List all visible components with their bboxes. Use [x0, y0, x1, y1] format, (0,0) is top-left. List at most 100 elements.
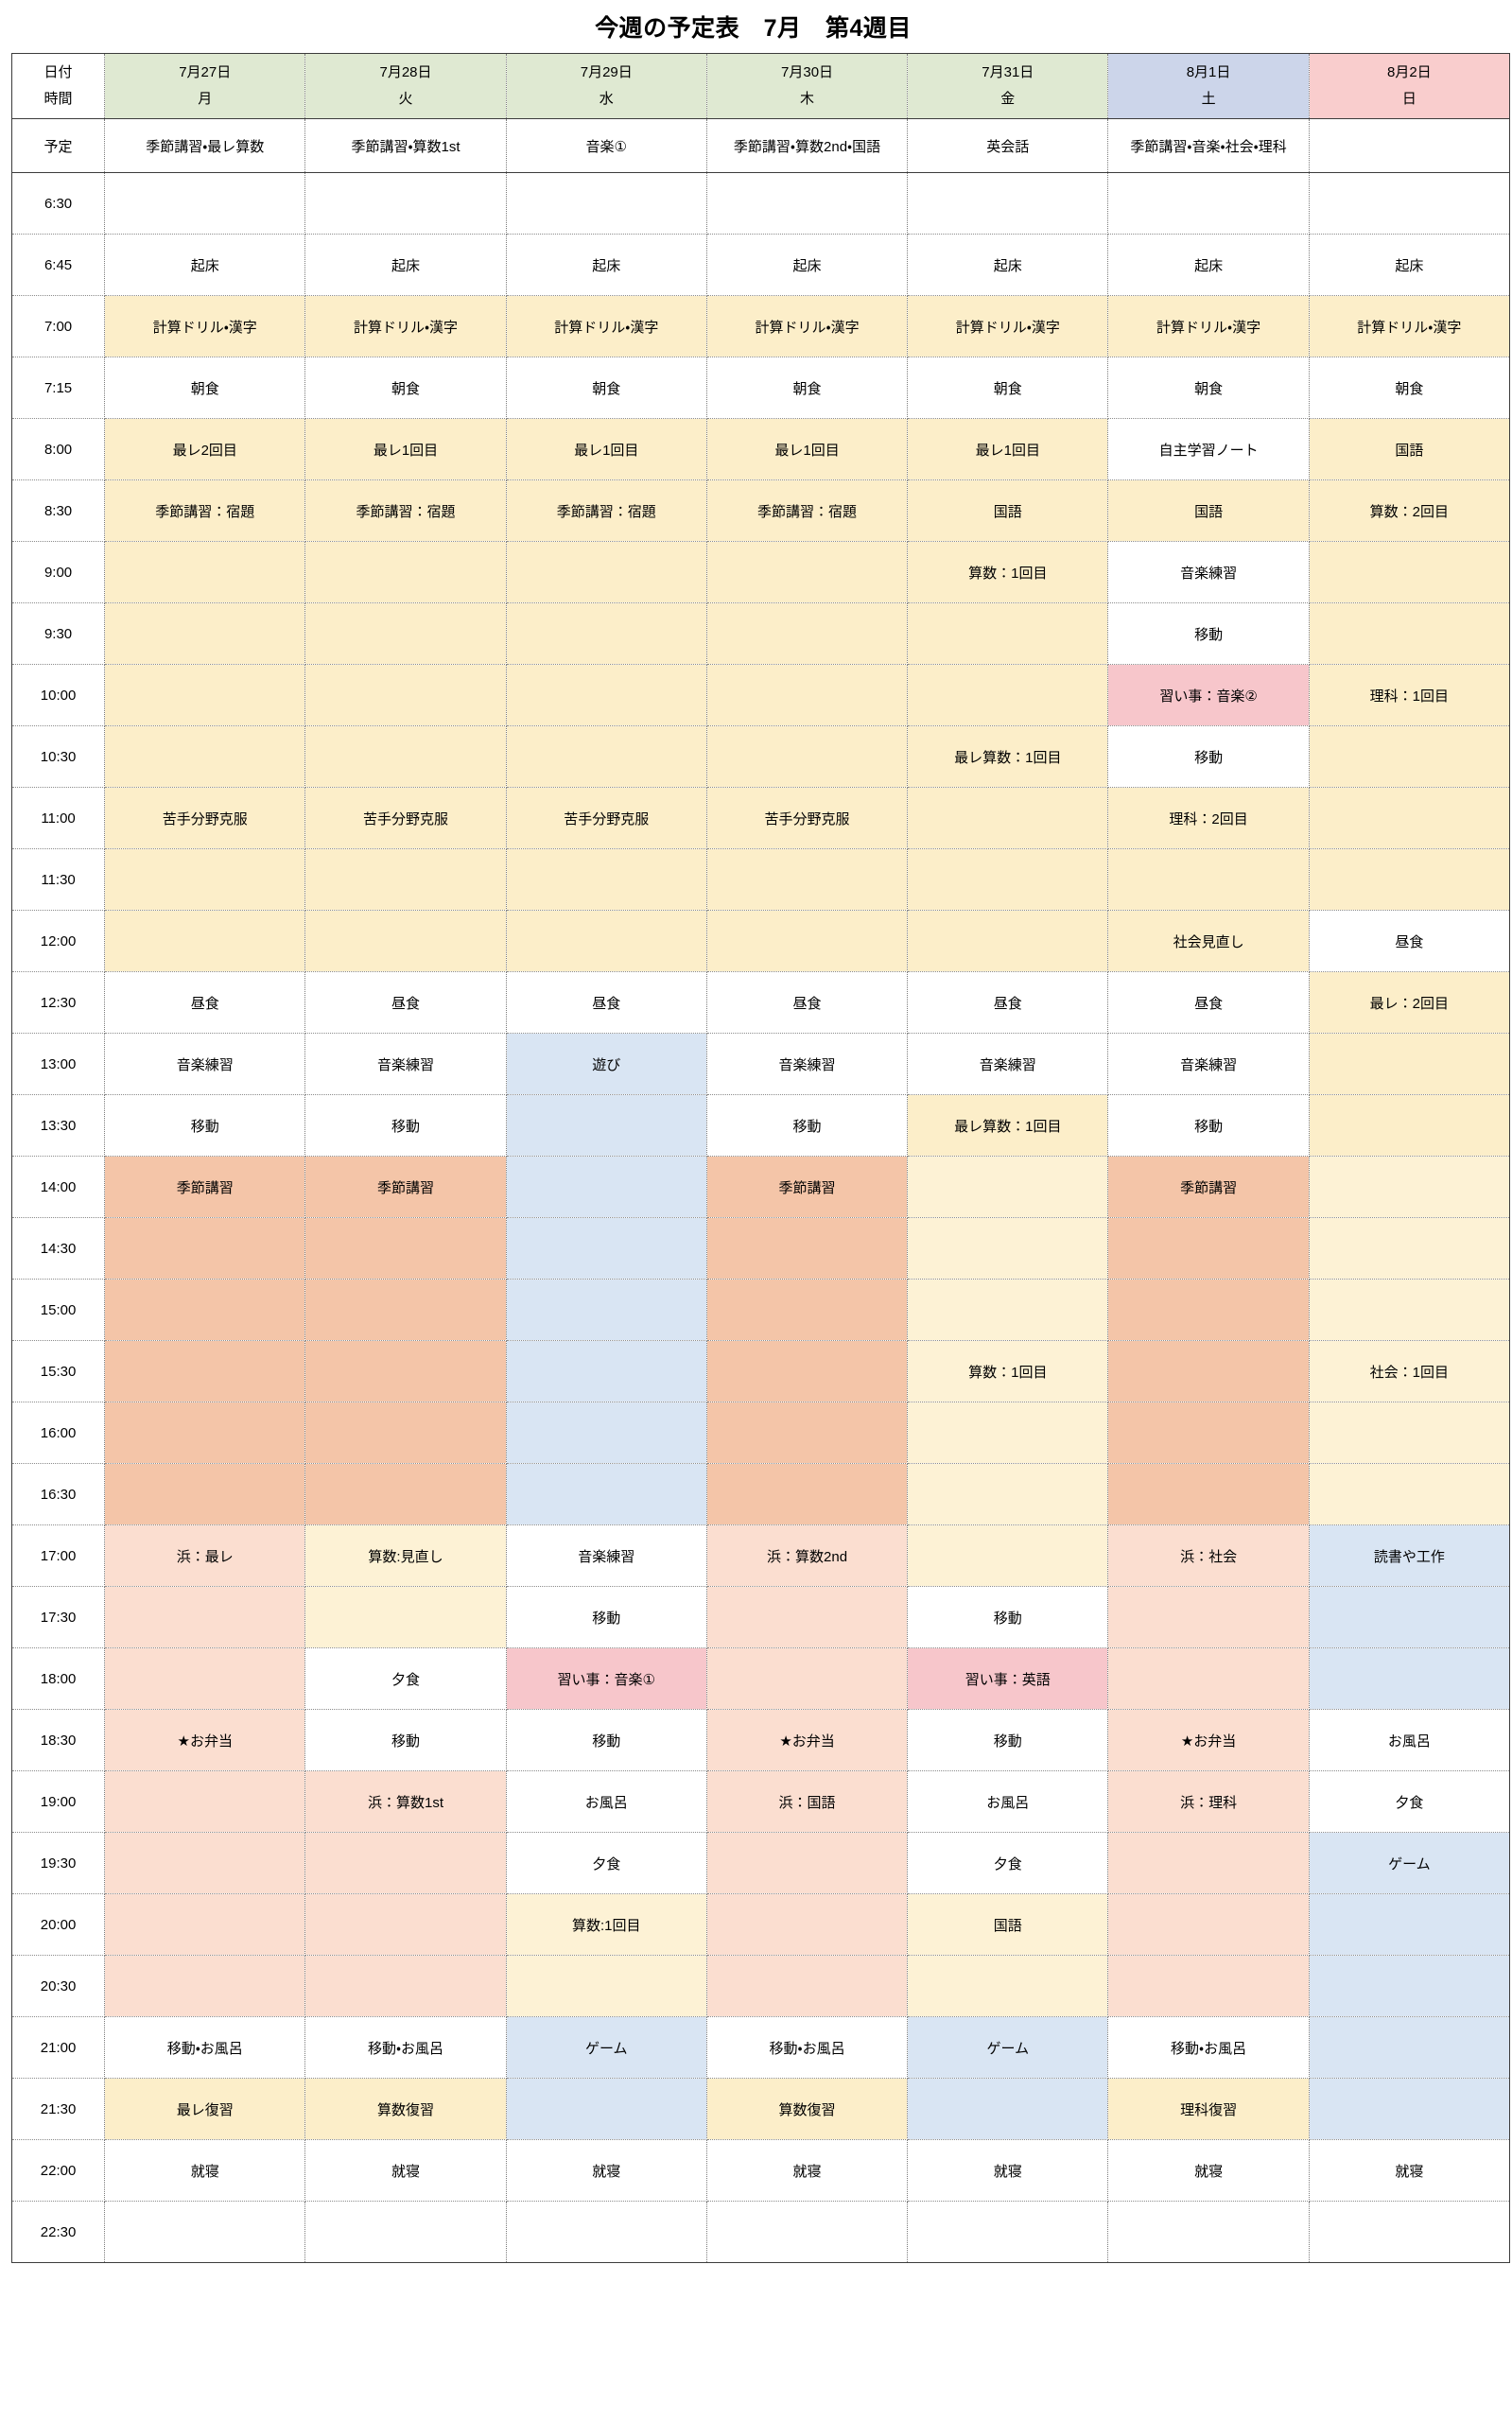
- schedule-cell-r29-c3[interactable]: 算数:1回目: [505, 1893, 707, 1956]
- schedule-cell-r3-c4[interactable]: 計算ドリル・漢字: [705, 295, 909, 357]
- schedule-cell-r17-c1[interactable]: 季節講習: [104, 1156, 306, 1218]
- schedule-cell-r9-c3[interactable]: [505, 664, 707, 726]
- schedule-cell-r13-c5[interactable]: [907, 910, 1109, 972]
- schedule-cell-r25-c1[interactable]: [104, 1647, 306, 1710]
- schedule-cell-r20-c6[interactable]: [1107, 1340, 1310, 1402]
- schedule-cell-r31-c4[interactable]: 移動・お風呂: [705, 2016, 909, 2079]
- schedule-cell-r31-c1[interactable]: 移動・お風呂: [104, 2016, 306, 2079]
- schedule-cell-r22-c1[interactable]: [104, 1463, 306, 1525]
- schedule-cell-r26-c7[interactable]: お風呂: [1308, 1709, 1511, 1771]
- schedule-cell-r34-c7[interactable]: [1308, 2201, 1511, 2263]
- schedule-cell-r18-c2[interactable]: [304, 1217, 507, 1280]
- schedule-cell-r27-c5[interactable]: お風呂: [907, 1770, 1109, 1833]
- schedule-cell-r19-c2[interactable]: [304, 1279, 507, 1341]
- schedule-cell-r15-c5[interactable]: 音楽練習: [907, 1033, 1109, 1095]
- schedule-cell-r13-c2[interactable]: [304, 910, 507, 972]
- schedule-cell-r15-c7[interactable]: [1308, 1033, 1511, 1095]
- schedule-cell-r29-c7[interactable]: [1308, 1893, 1511, 1956]
- schedule-cell-r31-c7[interactable]: [1308, 2016, 1511, 2079]
- schedule-cell-r23-c2[interactable]: 算数:見直し: [304, 1524, 507, 1587]
- schedule-cell-r23-c6[interactable]: 浜：社会: [1107, 1524, 1310, 1587]
- schedule-cell-r27-c6[interactable]: 浜：理科: [1107, 1770, 1310, 1833]
- schedule-cell-r32-c4[interactable]: 算数復習: [705, 2078, 909, 2140]
- schedule-cell-r12-c3[interactable]: [505, 848, 707, 911]
- schedule-cell-r29-c4[interactable]: [705, 1893, 909, 1956]
- schedule-cell-r20-c7[interactable]: 社会：1回目: [1308, 1340, 1511, 1402]
- schedule-cell-r6-c5[interactable]: 国語: [907, 479, 1109, 542]
- schedule-cell-r23-c1[interactable]: 浜：最レ: [104, 1524, 306, 1587]
- schedule-cell-r7-c2[interactable]: [304, 541, 507, 603]
- schedule-cell-r14-c5[interactable]: 昼食: [907, 971, 1109, 1034]
- schedule-cell-r23-c5[interactable]: [907, 1524, 1109, 1587]
- schedule-cell-r30-c5[interactable]: [907, 1955, 1109, 2017]
- schedule-cell-r32-c1[interactable]: 最レ復習: [104, 2078, 306, 2140]
- schedule-cell-r29-c1[interactable]: [104, 1893, 306, 1956]
- schedule-cell-r18-c4[interactable]: [705, 1217, 909, 1280]
- schedule-cell-r24-c1[interactable]: [104, 1586, 306, 1648]
- schedule-cell-r25-c2[interactable]: 夕食: [304, 1647, 507, 1710]
- schedule-cell-r29-c5[interactable]: 国語: [907, 1893, 1109, 1956]
- schedule-cell-r13-c4[interactable]: [705, 910, 909, 972]
- schedule-cell-r33-c2[interactable]: 就寝: [304, 2139, 507, 2202]
- schedule-cell-r27-c1[interactable]: [104, 1770, 306, 1833]
- schedule-cell-r21-c5[interactable]: [907, 1402, 1109, 1464]
- schedule-cell-r9-c7[interactable]: 理科：1回目: [1308, 664, 1511, 726]
- schedule-cell-r28-c2[interactable]: [304, 1832, 507, 1894]
- schedule-cell-r2-c3[interactable]: 起床: [505, 234, 707, 296]
- schedule-cell-r14-c7[interactable]: 最レ：2回目: [1308, 971, 1511, 1034]
- schedule-cell-r34-c5[interactable]: [907, 2201, 1109, 2263]
- schedule-cell-r20-c2[interactable]: [304, 1340, 507, 1402]
- schedule-cell-r10-c3[interactable]: [505, 725, 707, 788]
- schedule-cell-r10-c4[interactable]: [705, 725, 909, 788]
- schedule-cell-r26-c2[interactable]: 移動: [304, 1709, 507, 1771]
- plan-cell-4[interactable]: 季節講習・算数2nd・国語: [705, 118, 909, 173]
- schedule-cell-r15-c6[interactable]: 音楽練習: [1107, 1033, 1310, 1095]
- schedule-cell-r13-c3[interactable]: [505, 910, 707, 972]
- schedule-cell-r24-c6[interactable]: [1107, 1586, 1310, 1648]
- schedule-cell-r26-c4[interactable]: ★お弁当: [705, 1709, 909, 1771]
- schedule-cell-r31-c6[interactable]: 移動・お風呂: [1107, 2016, 1310, 2079]
- schedule-cell-r4-c3[interactable]: 朝食: [505, 357, 707, 419]
- schedule-cell-r4-c6[interactable]: 朝食: [1107, 357, 1310, 419]
- schedule-cell-r26-c1[interactable]: ★お弁当: [104, 1709, 306, 1771]
- schedule-cell-r22-c7[interactable]: [1308, 1463, 1511, 1525]
- schedule-cell-r25-c7[interactable]: [1308, 1647, 1511, 1710]
- schedule-cell-r21-c4[interactable]: [705, 1402, 909, 1464]
- schedule-cell-r6-c4[interactable]: 季節講習：宿題: [705, 479, 909, 542]
- schedule-cell-r6-c6[interactable]: 国語: [1107, 479, 1310, 542]
- schedule-cell-r12-c5[interactable]: [907, 848, 1109, 911]
- schedule-cell-r18-c3[interactable]: [505, 1217, 707, 1280]
- schedule-cell-r25-c6[interactable]: [1107, 1647, 1310, 1710]
- plan-cell-3[interactable]: 音楽①: [505, 118, 707, 173]
- schedule-cell-r32-c7[interactable]: [1308, 2078, 1511, 2140]
- schedule-cell-r5-c6[interactable]: 自主学習ノート: [1107, 418, 1310, 480]
- schedule-cell-r19-c7[interactable]: [1308, 1279, 1511, 1341]
- schedule-cell-r16-c2[interactable]: 移動: [304, 1094, 507, 1157]
- schedule-cell-r24-c4[interactable]: [705, 1586, 909, 1648]
- schedule-cell-r11-c2[interactable]: 苦手分野克服: [304, 787, 507, 849]
- schedule-cell-r27-c2[interactable]: 浜：算数1st: [304, 1770, 507, 1833]
- schedule-cell-r26-c6[interactable]: ★お弁当: [1107, 1709, 1310, 1771]
- schedule-cell-r1-c5[interactable]: [907, 172, 1109, 235]
- schedule-cell-r11-c5[interactable]: [907, 787, 1109, 849]
- schedule-cell-r1-c4[interactable]: [705, 172, 909, 235]
- schedule-cell-r4-c2[interactable]: 朝食: [304, 357, 507, 419]
- schedule-cell-r16-c4[interactable]: 移動: [705, 1094, 909, 1157]
- schedule-cell-r17-c5[interactable]: [907, 1156, 1109, 1218]
- schedule-cell-r15-c1[interactable]: 音楽練習: [104, 1033, 306, 1095]
- schedule-cell-r33-c3[interactable]: 就寝: [505, 2139, 707, 2202]
- schedule-cell-r5-c4[interactable]: 最レ1回目: [705, 418, 909, 480]
- schedule-cell-r32-c2[interactable]: 算数復習: [304, 2078, 507, 2140]
- schedule-cell-r2-c4[interactable]: 起床: [705, 234, 909, 296]
- schedule-cell-r10-c6[interactable]: 移動: [1107, 725, 1310, 788]
- schedule-cell-r10-c2[interactable]: [304, 725, 507, 788]
- schedule-cell-r4-c1[interactable]: 朝食: [104, 357, 306, 419]
- schedule-cell-r8-c4[interactable]: [705, 602, 909, 665]
- schedule-cell-r27-c4[interactable]: 浜：国語: [705, 1770, 909, 1833]
- schedule-cell-r8-c6[interactable]: 移動: [1107, 602, 1310, 665]
- schedule-cell-r19-c3[interactable]: [505, 1279, 707, 1341]
- schedule-cell-r21-c3[interactable]: [505, 1402, 707, 1464]
- schedule-cell-r19-c4[interactable]: [705, 1279, 909, 1341]
- schedule-cell-r16-c5[interactable]: 最レ算数：1回目: [907, 1094, 1109, 1157]
- schedule-cell-r8-c3[interactable]: [505, 602, 707, 665]
